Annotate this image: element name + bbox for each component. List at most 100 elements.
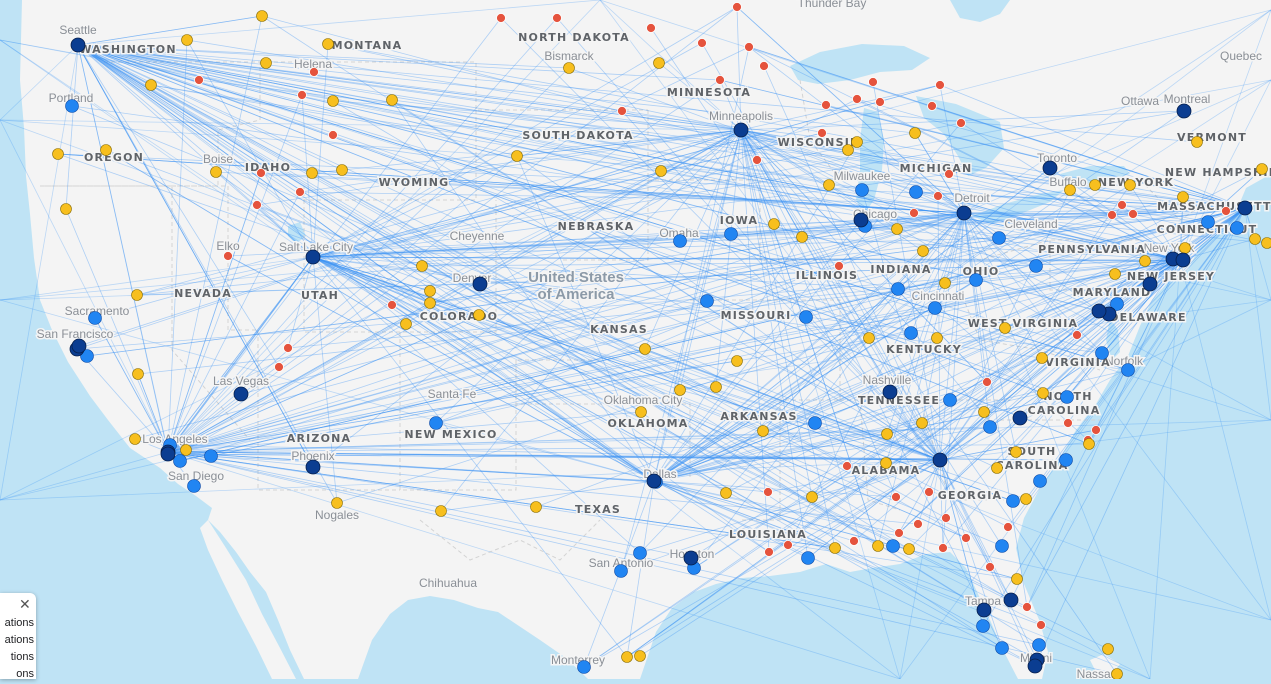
airport-marker-yellow[interactable] <box>640 344 651 355</box>
airport-marker-yellow[interactable] <box>133 369 144 380</box>
airport-marker-blue[interactable] <box>66 100 79 113</box>
airport-marker-red[interactable] <box>869 78 878 87</box>
airport-marker-red[interactable] <box>310 68 319 77</box>
airport-marker-yellow[interactable] <box>769 219 780 230</box>
airport-marker-yellow[interactable] <box>711 382 722 393</box>
airport-marker-red[interactable] <box>647 24 656 33</box>
airport-marker-navy[interactable] <box>473 277 487 291</box>
airport-marker-red[interactable] <box>784 541 793 550</box>
airport-marker-yellow[interactable] <box>1038 388 1049 399</box>
airport-marker-yellow[interactable] <box>932 333 943 344</box>
airport-marker-yellow[interactable] <box>1037 353 1048 364</box>
airport-marker-red[interactable] <box>942 514 951 523</box>
airport-marker-navy[interactable] <box>977 603 991 617</box>
airport-marker-blue[interactable] <box>996 540 1009 553</box>
airport-marker-yellow[interactable] <box>918 246 929 257</box>
airport-marker-yellow[interactable] <box>1178 192 1189 203</box>
airport-marker-blue[interactable] <box>725 228 738 241</box>
airport-marker-red[interactable] <box>329 131 338 140</box>
airport-marker-navy[interactable] <box>1092 304 1106 318</box>
airport-marker-red[interactable] <box>895 529 904 538</box>
airport-marker-yellow[interactable] <box>797 232 808 243</box>
airport-marker-red[interactable] <box>835 262 844 271</box>
airport-marker-yellow[interactable] <box>892 224 903 235</box>
airport-marker-yellow[interactable] <box>675 385 686 396</box>
airport-marker-yellow[interactable] <box>387 95 398 106</box>
airport-marker-navy[interactable] <box>71 38 85 52</box>
airport-marker-yellow[interactable] <box>758 426 769 437</box>
airport-marker-yellow[interactable] <box>654 58 665 69</box>
airport-marker-navy[interactable] <box>1176 253 1190 267</box>
airport-marker-yellow[interactable] <box>401 319 412 330</box>
airport-marker-red[interactable] <box>986 563 995 572</box>
airport-marker-blue[interactable] <box>892 283 905 296</box>
airport-marker-red[interactable] <box>936 81 945 90</box>
airport-marker-yellow[interactable] <box>721 488 732 499</box>
airport-marker-yellow[interactable] <box>323 39 334 50</box>
airport-marker-yellow[interactable] <box>531 502 542 513</box>
airport-marker-navy[interactable] <box>1013 411 1027 425</box>
airport-marker-yellow[interactable] <box>917 418 928 429</box>
airport-marker-red[interactable] <box>497 14 506 23</box>
airport-marker-blue[interactable] <box>89 312 102 325</box>
airport-marker-yellow[interactable] <box>1257 164 1268 175</box>
airport-marker-blue[interactable] <box>1061 391 1074 404</box>
airport-marker-yellow[interactable] <box>1011 447 1022 458</box>
airport-marker-red[interactable] <box>1222 207 1231 216</box>
airport-marker-blue[interactable] <box>800 311 813 324</box>
airport-marker-yellow[interactable] <box>1262 238 1271 249</box>
airport-marker-yellow[interactable] <box>881 458 892 469</box>
airport-marker-red[interactable] <box>957 119 966 128</box>
airport-marker-yellow[interactable] <box>261 58 272 69</box>
airport-marker-yellow[interactable] <box>1140 256 1151 267</box>
airport-marker-yellow[interactable] <box>425 298 436 309</box>
close-icon[interactable]: ✕ <box>19 596 31 613</box>
airport-marker-red[interactable] <box>388 301 397 310</box>
airport-marker-yellow[interactable] <box>1090 180 1101 191</box>
airport-marker-blue[interactable] <box>809 417 822 430</box>
airport-marker-yellow[interactable] <box>332 498 343 509</box>
airport-marker-yellow[interactable] <box>564 63 575 74</box>
airport-marker-red[interactable] <box>284 344 293 353</box>
airport-marker-yellow[interactable] <box>852 137 863 148</box>
airport-marker-red[interactable] <box>253 201 262 210</box>
airport-marker-red[interactable] <box>745 43 754 52</box>
airport-marker-yellow[interactable] <box>824 180 835 191</box>
airport-marker-red[interactable] <box>275 363 284 372</box>
airport-marker-red[interactable] <box>928 102 937 111</box>
airport-marker-yellow[interactable] <box>211 167 222 178</box>
airport-marker-yellow[interactable] <box>1250 234 1261 245</box>
airport-marker-yellow[interactable] <box>635 651 646 662</box>
airport-marker-navy[interactable] <box>854 213 868 227</box>
airport-marker-blue[interactable] <box>856 184 869 197</box>
airport-marker-red[interactable] <box>698 39 707 48</box>
airport-marker-yellow[interactable] <box>882 429 893 440</box>
airport-marker-blue[interactable] <box>188 480 201 493</box>
airport-marker-red[interactable] <box>914 520 923 529</box>
airport-marker-red[interactable] <box>818 129 827 138</box>
airport-marker-red[interactable] <box>925 488 934 497</box>
airport-marker-navy[interactable] <box>161 447 175 461</box>
airport-marker-blue[interactable] <box>993 232 1006 245</box>
airport-marker-yellow[interactable] <box>101 145 112 156</box>
airport-marker-yellow[interactable] <box>130 434 141 445</box>
airport-marker-yellow[interactable] <box>257 11 268 22</box>
airport-marker-red[interactable] <box>1129 210 1138 219</box>
airport-marker-red[interactable] <box>939 544 948 553</box>
airport-marker-blue[interactable] <box>802 552 815 565</box>
airport-marker-red[interactable] <box>1073 331 1082 340</box>
airport-marker-yellow[interactable] <box>425 286 436 297</box>
airport-marker-yellow[interactable] <box>864 333 875 344</box>
airport-marker-red[interactable] <box>892 493 901 502</box>
airport-marker-yellow[interactable] <box>328 96 339 107</box>
airport-marker-yellow[interactable] <box>146 80 157 91</box>
airport-marker-blue[interactable] <box>996 642 1009 655</box>
airport-marker-red[interactable] <box>1004 523 1013 532</box>
airport-marker-blue[interactable] <box>174 455 187 468</box>
airport-marker-navy[interactable] <box>234 387 248 401</box>
airport-marker-yellow[interactable] <box>1084 439 1095 450</box>
airport-marker-yellow[interactable] <box>843 145 854 156</box>
airport-marker-navy[interactable] <box>1143 277 1157 291</box>
airport-marker-red[interactable] <box>1037 621 1046 630</box>
airport-marker-red[interactable] <box>843 462 852 471</box>
